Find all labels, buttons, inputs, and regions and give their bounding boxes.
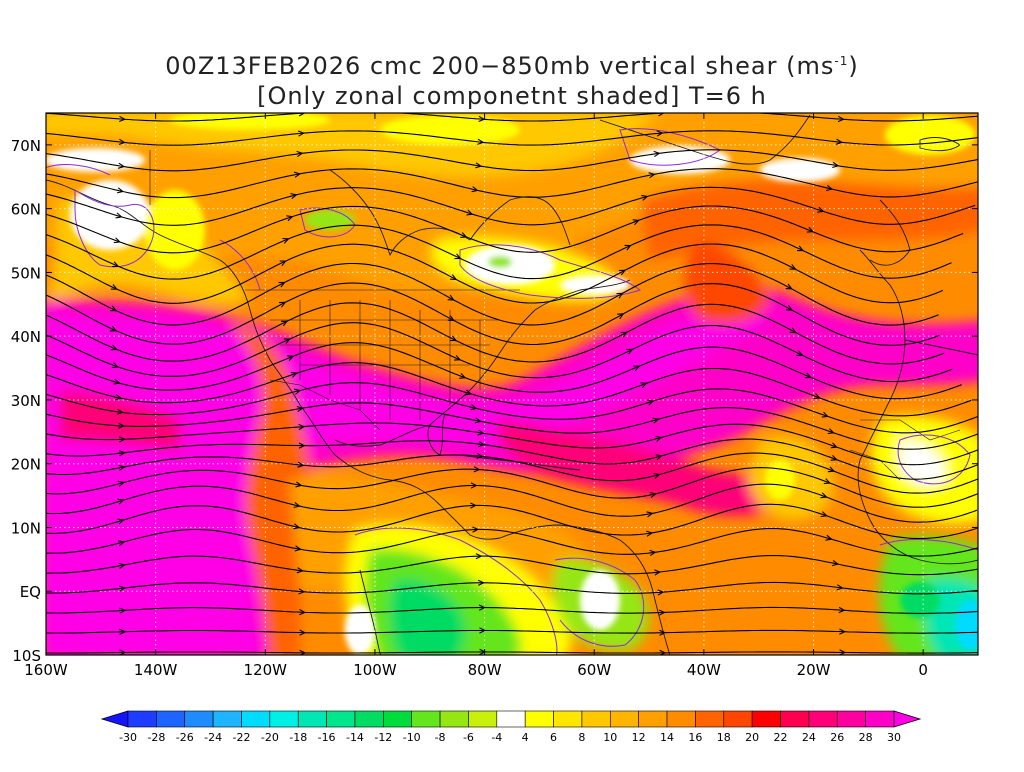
colorbar-label: 26 [830,731,844,744]
colorbar-swatch [724,711,752,727]
colorbar-swatch [554,711,582,727]
colorbar-label: 10 [603,731,617,744]
lon-label: 0 [918,661,928,679]
colorbar-swatch [327,711,355,727]
colorbar-label: 4 [522,731,529,744]
brazil-white [580,570,620,630]
colorbar-arrow-left [102,711,128,727]
colorbar-label: 24 [802,731,816,744]
subtropical-atlantic-yellow [765,460,795,500]
colorbar-label: -30 [119,731,137,744]
colorbar-swatch [809,711,837,727]
colorbar-swatch [837,711,865,727]
lat-label: 30N [11,392,41,410]
colorbar-label: -6 [463,731,474,744]
streamline-arrow [479,94,485,99]
colorbar-label: -18 [289,731,307,744]
colorbar-label: -20 [261,731,279,744]
gulf-alaska-white [70,180,150,250]
colorbar-swatch [639,711,667,727]
colorbar-label: 20 [745,731,759,744]
colorbar-swatch [270,711,298,727]
colorbar-swatch [298,711,326,727]
colorbar-label: 30 [887,731,901,744]
lon-label: 100W [353,661,397,679]
colorbar-label: -26 [176,731,194,744]
colorbar-label: 16 [688,731,702,744]
lon-label: 140W [134,661,178,679]
streamline-arrow [300,670,305,675]
colorbar-label: -8 [435,731,446,744]
africa-cyan-core [955,600,985,650]
colorbar-label: -16 [318,731,336,744]
colorbar-swatch [781,711,809,727]
lon-label: 20W [797,661,831,679]
lat-label: 50N [11,264,41,282]
streamline-arrow [659,91,665,96]
arctic-white [45,148,145,172]
colorbar-label: -10 [403,731,421,744]
colorbar-label: 28 [859,731,873,744]
colorbar-swatch [156,711,184,727]
colorbar-swatch [128,711,156,727]
colorbar-swatch [185,711,213,727]
colorbar: -30 -28 -26 -24 -22 -20 -18 -16 -14 -12 -10 -8 -6 -4 4… [102,711,920,744]
lon-label: 40W [687,661,721,679]
colorbar-swatch [525,711,553,727]
lat-label: 70N [11,137,41,155]
colorbar-swatch [355,711,383,727]
colorbar-label: 12 [632,731,646,744]
colorbar-label: -14 [346,731,364,744]
streamline-arrow [120,670,125,675]
colorbar-label: -24 [204,731,222,744]
africa-green-core [900,582,940,618]
colorbar-swatch [412,711,440,727]
colorbar-swatch [213,711,241,727]
colorbar-label: -28 [147,731,165,744]
lat-label: 60N [11,201,41,219]
colorbar-swatch [582,711,610,727]
greenland-white-2 [760,158,840,182]
colorbar-swatch [610,711,638,727]
streamline-arrow [119,94,125,99]
colorbar-swatch [866,711,894,727]
colorbar-label: -4 [491,731,502,744]
lon-label: 120W [244,661,288,679]
colorbar-swatch [695,711,723,727]
lat-label: 10N [11,519,41,537]
colorbar-label: 14 [660,731,674,744]
colorbar-arrow-right [894,711,920,727]
colorbar-label: 22 [774,731,788,744]
colorbar-swatch [497,711,525,727]
streamline-arrow [839,94,845,99]
lon-label: 80W [468,661,502,679]
colorbar-label: -22 [232,731,250,744]
colorbar-swatch [383,711,411,727]
colorbar-swatch [667,711,695,727]
streamline-arrow [299,91,305,96]
streamline [41,92,988,98]
lat-label: EQ [20,583,41,601]
lon-label: 60W [577,661,611,679]
colorbar-label: 6 [550,731,557,744]
newfoundland-white [560,275,630,295]
colorbar-label: -12 [374,731,392,744]
arctic-yellow [380,115,520,145]
colorbar-swatch [752,711,780,727]
labrador-green [488,256,512,268]
streamline-arrow [660,670,665,675]
lat-label: 20N [11,456,41,474]
lat-label: 10S [12,647,41,665]
colorbar-label: 8 [578,731,585,744]
lat-label: 40N [11,328,41,346]
colorbar-swatch [468,711,496,727]
colorbar-label: 18 [717,731,731,744]
colorbar-swatch [440,711,468,727]
streamline-arrow [840,670,845,675]
colorbar-swatch [241,711,269,727]
